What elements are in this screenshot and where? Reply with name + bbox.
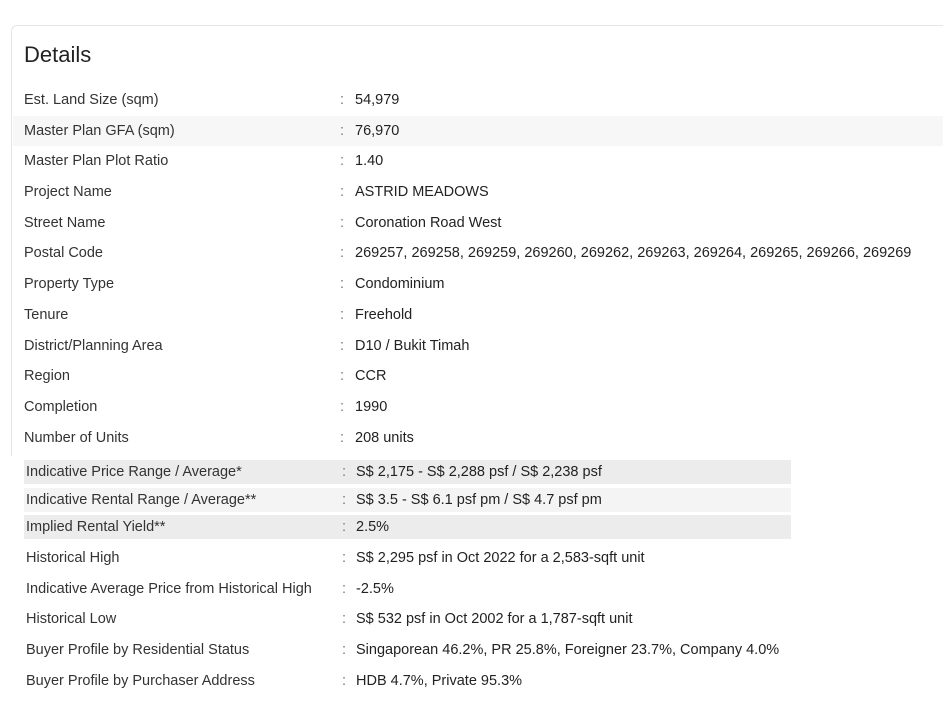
detail-label: Project Name [24,184,112,201]
separator: : [342,491,347,508]
detail-label: Indicative Rental Range / Average** [26,491,257,508]
detail-row: Number of Units:208 units [13,423,943,454]
detail-label: District/Planning Area [24,337,163,354]
detail-row: Master Plan GFA (sqm):76,970 [13,115,943,147]
detail-label: Indicative Average Price from Historical… [26,580,312,597]
detail-row: Est. Land Size (sqm):54,979 [13,85,943,116]
page-title: Details [24,42,92,67]
separator: : [342,611,347,628]
detail-value: ASTRID MEADOWS [355,184,489,201]
detail-value: 208 units [355,429,414,446]
detail-row: Project Name: ASTRID MEADOWS [13,177,943,208]
detail-value: 2.5% [356,519,390,536]
separator: : [342,550,347,567]
detail-value: 76,970 [355,122,400,139]
separator: : [340,398,345,415]
detail-value: HDB 4.7%, Private 95.3% [356,672,523,689]
detail-row: Historical High: S$ 2,295 psf in Oct 2022… [24,543,791,574]
details-list: Est. Land Size (sqm):54,979 Master Plan G… [13,85,943,453]
detail-row: Indicative Price Range / Average*: S$ 2,1… [24,460,791,484]
separator: : [342,464,347,480]
detail-row: Tenure: Freehold [13,300,943,331]
separator: : [342,672,347,689]
detail-value: D10 / Bukit Timah [355,337,470,354]
detail-value: Coronation Road West [355,214,502,231]
detail-value: CCR [355,368,387,385]
separator: : [340,429,345,446]
separator: : [340,276,345,293]
detail-value: S$ 3.5 - S$ 6.1 psf pm / S$ 4.7 psf pm [356,491,602,508]
detail-label: Historical Low [26,611,117,628]
detail-row: Buyer Profile by Residential Status: Sing… [24,635,791,666]
detail-label: Indicative Price Range / Average* [26,464,242,480]
detail-value: 269257, 269258, 269259, 269260, 269262, … [355,245,912,262]
detail-row: Implied Rental Yield**:2.5% [24,515,791,540]
detail-row: Completion:1990 [13,392,943,423]
detail-label: Implied Rental Yield** [26,519,166,536]
detail-label: Buyer Profile by Residential Status [26,642,250,659]
detail-label: Street Name [24,214,106,231]
detail-label: Master Plan GFA (sqm) [24,122,175,139]
detail-row: Master Plan Plot Ratio:1.40 [13,146,943,177]
detail-value: S$ 532 psf in Oct 2002 for a 1,787-sqft … [356,611,633,628]
detail-value: 54,979 [355,92,400,108]
separator: : [340,122,345,139]
detail-label: Region [24,368,70,385]
separator: : [340,337,345,354]
separator: : [340,245,345,262]
detail-row: Buyer Profile by Purchaser Address: HDB 4… [24,666,791,697]
detail-label: Tenure [24,306,69,323]
detail-value: 1.40 [355,153,384,170]
separator: : [342,580,347,597]
detail-label: Master Plan Plot Ratio [24,153,169,170]
detail-row: Property Type: Condominium [13,269,943,300]
detail-value: -2.5% [356,580,394,597]
separator: : [340,92,345,108]
detail-label: Buyer Profile by Purchaser Address [26,672,255,689]
separator: : [342,642,347,659]
detail-row: Indicative Average Price from Historical… [24,574,791,605]
detail-row: Postal Code:269257, 269258, 269259, 2692… [13,238,943,269]
detail-label: Historical High [26,550,120,567]
detail-label: Number of Units [24,429,129,446]
separator: : [340,184,345,201]
detail-label: Est. Land Size (sqm) [24,92,159,108]
detail-value: Condominium [355,276,445,293]
details-card [11,25,943,456]
separator: : [340,153,345,170]
detail-value: S$ 2,295 psf in Oct 2022 for a 2,583-sqf… [356,550,645,567]
separator: : [340,214,345,231]
detail-row: Region: CCR [13,361,943,392]
detail-row: Indicative Rental Range / Average**: S$ 3… [24,487,791,512]
detail-label: Property Type [24,276,115,293]
detail-value: 1990 [355,398,388,415]
detail-label: Postal Code [24,245,103,262]
detail-value: Freehold [355,306,413,323]
pricing-list: Indicative Price Range / Average*: S$ 2,1… [24,457,791,697]
detail-value: S$ 2,175 - S$ 2,288 psf / S$ 2,238 psf [356,464,602,480]
separator: : [340,306,345,323]
separator: : [340,368,345,385]
detail-row: Street Name: Coronation Road West [13,208,943,239]
detail-label: Completion [24,398,98,415]
detail-row: District/Planning Area: D10 / Bukit Timah [13,331,943,362]
separator: : [342,519,347,536]
detail-row: Historical Low: S$ 532 psf in Oct 2002 fo… [24,604,791,635]
detail-value: Singaporean 46.2%, PR 25.8%, Foreigner 2… [356,642,780,659]
